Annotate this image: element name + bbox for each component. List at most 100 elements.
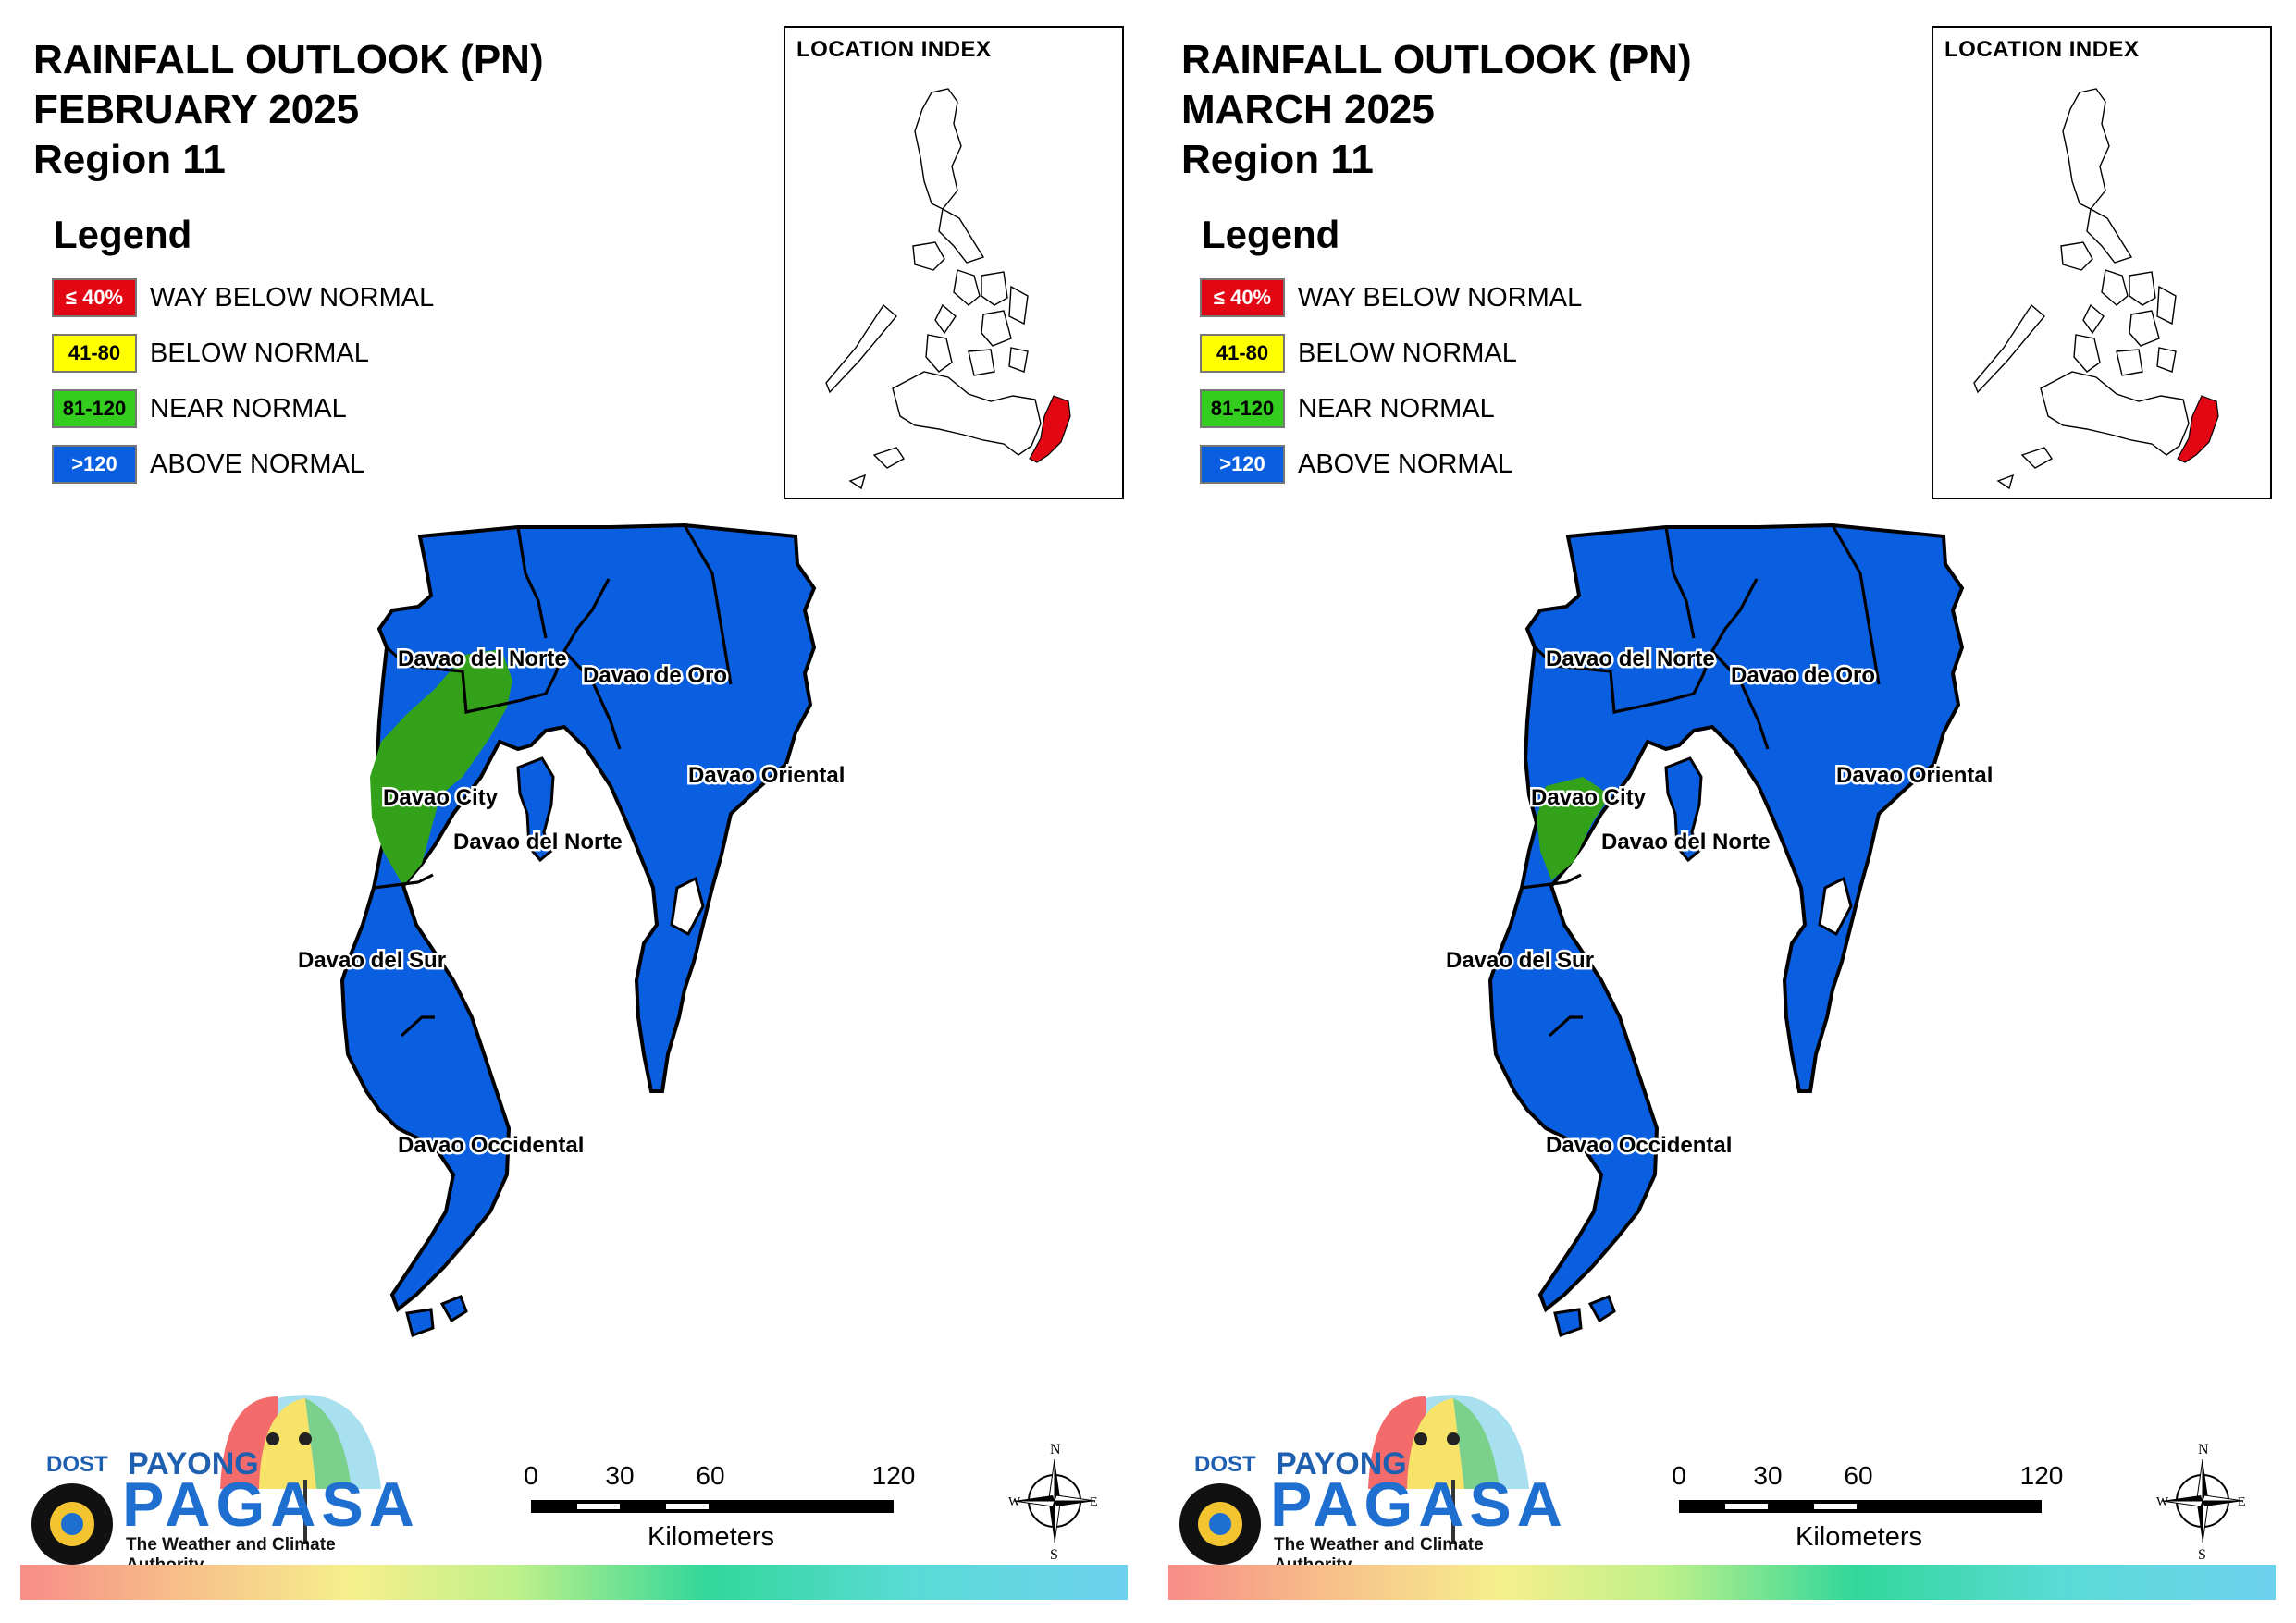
label-davao-del-norte-top: Davao del Norte bbox=[1546, 646, 1715, 671]
scale-tick: 30 bbox=[605, 1461, 635, 1490]
legend-label: WAY BELOW NORMAL bbox=[1298, 282, 1583, 313]
samal-island bbox=[1664, 756, 1703, 863]
region-11-highlight bbox=[2177, 395, 2219, 463]
legend-item-way-below: ≤ 40% WAY BELOW NORMAL bbox=[1200, 277, 1582, 318]
location-index-title: LOCATION INDEX bbox=[1944, 37, 2140, 62]
logo-dost-text: DOST bbox=[1194, 1452, 1256, 1477]
legend-label: ABOVE NORMAL bbox=[150, 449, 365, 479]
label-davao-del-sur: Davao del Sur bbox=[298, 948, 446, 973]
region-11-map: Davao del Norte Davao de Oro Davao Orien… bbox=[1444, 523, 1995, 1337]
legend-swatch: 81-120 bbox=[52, 389, 137, 428]
label-davao-del-sur: Davao del Sur bbox=[1446, 948, 1594, 973]
location-index-title: LOCATION INDEX bbox=[796, 37, 992, 62]
pujada-bay bbox=[1818, 876, 1853, 937]
svg-text:S: S bbox=[1050, 1547, 1058, 1561]
region-11-landmass bbox=[1487, 523, 1965, 1313]
logo-dost-text: DOST bbox=[46, 1452, 108, 1477]
legend-item-below: 41-80 BELOW NORMAL bbox=[1200, 333, 1582, 374]
svg-text:W: W bbox=[2156, 1495, 2169, 1509]
pagasa-logo: DOST PAYONG PAGASA The Weather and Clima… bbox=[28, 1387, 414, 1575]
near-normal-zone bbox=[1537, 777, 1611, 880]
legend-label: BELOW NORMAL bbox=[1298, 338, 1517, 368]
legend-item-above: >120 ABOVE NORMAL bbox=[52, 444, 434, 485]
philippines-outline-icon bbox=[825, 88, 1071, 490]
legend-swatch: 41-80 bbox=[1200, 334, 1285, 373]
legend-swatch: 81-120 bbox=[1200, 389, 1285, 428]
label-davao-de-oro: Davao de Oro bbox=[583, 663, 727, 688]
logo-payong-text: PAYONG bbox=[1276, 1446, 1407, 1482]
legend-swatch: >120 bbox=[52, 445, 137, 484]
label-davao-del-norte-top: Davao del Norte bbox=[398, 646, 567, 671]
legend-label: BELOW NORMAL bbox=[150, 338, 369, 368]
svg-text:N: N bbox=[1050, 1442, 1061, 1457]
legend-heading: Legend bbox=[54, 213, 192, 256]
sarangani-island bbox=[1553, 1308, 1583, 1337]
compass-rose-icon: N S W E bbox=[2156, 1442, 2246, 1563]
legend-label: NEAR NORMAL bbox=[150, 393, 347, 424]
svg-text:N: N bbox=[2198, 1442, 2209, 1457]
scale-unit: Kilometers bbox=[648, 1522, 774, 1552]
legend: Legend ≤ 40% WAY BELOW NORMAL 41-80 BELO… bbox=[1200, 213, 1582, 499]
logo-pagasa-text: PAGASA bbox=[122, 1469, 420, 1540]
compass-rose-icon: N S W E bbox=[1008, 1442, 1098, 1563]
legend-label: ABOVE NORMAL bbox=[1298, 449, 1513, 479]
pagasa-logo: DOST PAYONG PAGASA The Weather and Clima… bbox=[1176, 1387, 1562, 1575]
legend-swatch: ≤ 40% bbox=[52, 278, 137, 317]
scale-tick: 120 bbox=[871, 1461, 916, 1490]
legend-item-way-below: ≤ 40% WAY BELOW NORMAL bbox=[52, 277, 434, 318]
legend-item-near: 81-120 NEAR NORMAL bbox=[52, 388, 434, 429]
legend-swatch: >120 bbox=[1200, 445, 1285, 484]
outlook-panel-february: RAINFALL OUTLOOK (PN) FEBRUARY 2025 Regi… bbox=[20, 26, 1128, 1600]
label-davao-city: Davao City bbox=[1531, 785, 1647, 810]
legend-item-above: >120 ABOVE NORMAL bbox=[1200, 444, 1582, 485]
legend-swatch: ≤ 40% bbox=[1200, 278, 1285, 317]
north-arrow: N S W E bbox=[1008, 1441, 1101, 1563]
logo-pagasa-text: PAGASA bbox=[1270, 1469, 1568, 1540]
scale-bar: 0 30 60 120 Kilometers bbox=[524, 1461, 916, 1563]
umbrella-icon bbox=[1179, 1395, 1529, 1565]
logo-payong-text: PAYONG bbox=[128, 1446, 259, 1482]
svg-text:E: E bbox=[1090, 1495, 1098, 1509]
location-index: LOCATION INDEX bbox=[1932, 26, 2272, 499]
scale-bar-graphic bbox=[531, 1500, 894, 1513]
scale-bar-graphic bbox=[1679, 1500, 2042, 1513]
map-title: RAINFALL OUTLOOK (PN) FEBRUARY 2025 Regi… bbox=[33, 37, 544, 182]
scale-bar: 0 30 60 120 Kilometers bbox=[1672, 1461, 2064, 1563]
sarangani-island bbox=[405, 1308, 435, 1337]
label-davao-oriental: Davao Oriental bbox=[688, 763, 845, 788]
legend-item-below: 41-80 BELOW NORMAL bbox=[52, 333, 434, 374]
scale-tick: 120 bbox=[2019, 1461, 2064, 1490]
scale-tick: 60 bbox=[696, 1461, 725, 1490]
umbrella-icon bbox=[31, 1395, 381, 1565]
svg-text:W: W bbox=[1008, 1495, 1021, 1509]
label-davao-del-norte-low: Davao del Norte bbox=[453, 830, 623, 855]
location-index: LOCATION INDEX bbox=[784, 26, 1124, 499]
label-davao-del-norte-low: Davao del Norte bbox=[1601, 830, 1771, 855]
scale-tick: 0 bbox=[1672, 1461, 1686, 1490]
pujada-bay bbox=[670, 876, 705, 937]
label-davao-occidental: Davao Occidental bbox=[1546, 1133, 1732, 1158]
color-strip bbox=[1168, 1565, 2276, 1600]
legend-item-near: 81-120 NEAR NORMAL bbox=[1200, 388, 1582, 429]
scale-unit: Kilometers bbox=[1796, 1522, 1922, 1552]
legend-label: NEAR NORMAL bbox=[1298, 393, 1495, 424]
scale-tick: 60 bbox=[1844, 1461, 1873, 1490]
legend: Legend ≤ 40% WAY BELOW NORMAL 41-80 BELO… bbox=[52, 213, 434, 499]
scale-tick: 30 bbox=[1753, 1461, 1783, 1490]
philippines-outline-icon bbox=[1973, 88, 2219, 490]
north-arrow: N S W E bbox=[2156, 1441, 2249, 1563]
label-davao-occidental: Davao Occidental bbox=[398, 1133, 584, 1158]
legend-heading: Legend bbox=[1202, 213, 1340, 256]
label-davao-de-oro: Davao de Oro bbox=[1731, 663, 1875, 688]
map-title: RAINFALL OUTLOOK (PN) MARCH 2025 Region … bbox=[1181, 37, 1692, 182]
scale-tick: 0 bbox=[524, 1461, 538, 1490]
samal-island bbox=[516, 756, 555, 863]
balut-island bbox=[1587, 1295, 1616, 1323]
label-davao-city: Davao City bbox=[383, 785, 499, 810]
outlook-panel-march: RAINFALL OUTLOOK (PN) MARCH 2025 Region … bbox=[1148, 0, 2296, 1623]
region-11-highlight bbox=[1029, 395, 1071, 463]
legend-swatch: 41-80 bbox=[52, 334, 137, 373]
svg-text:E: E bbox=[2238, 1495, 2246, 1509]
svg-text:S: S bbox=[2198, 1547, 2206, 1561]
region-11-map: Davao del Norte Davao de Oro Davao Orien… bbox=[296, 523, 847, 1337]
